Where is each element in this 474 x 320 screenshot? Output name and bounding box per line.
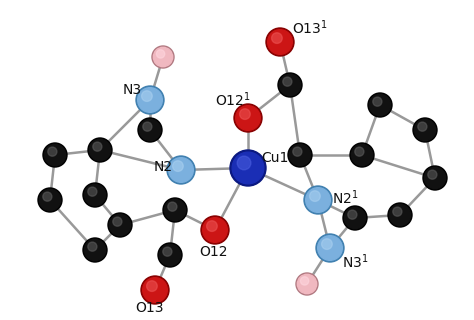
Circle shape [351,144,373,165]
Circle shape [266,28,294,56]
Text: Cu1: Cu1 [261,151,289,165]
Circle shape [272,33,282,44]
Circle shape [109,214,130,236]
Circle shape [283,77,292,86]
Circle shape [88,242,97,251]
Circle shape [236,106,260,130]
Circle shape [141,276,169,304]
Circle shape [203,218,228,242]
Circle shape [345,207,365,228]
Circle shape [268,30,292,54]
Text: N3$^1$: N3$^1$ [342,253,368,271]
Text: O12$^1$: O12$^1$ [215,91,251,109]
Circle shape [108,213,132,237]
Text: N3: N3 [122,83,142,97]
Text: N2$^1$: N2$^1$ [332,189,358,207]
Circle shape [153,47,173,67]
Circle shape [423,166,447,190]
Circle shape [348,210,357,219]
Circle shape [113,217,122,226]
Circle shape [201,216,229,244]
Circle shape [288,143,312,167]
Circle shape [137,88,162,112]
Circle shape [173,161,183,172]
Circle shape [297,274,317,294]
Circle shape [164,199,185,220]
Circle shape [230,150,266,186]
Circle shape [83,238,107,262]
Circle shape [239,109,250,119]
Circle shape [168,202,177,211]
Circle shape [48,147,57,156]
Circle shape [136,86,164,114]
Text: O12: O12 [200,245,228,259]
Circle shape [38,188,62,212]
Circle shape [237,156,251,170]
Circle shape [369,94,391,116]
Circle shape [393,207,402,216]
Circle shape [280,75,301,96]
Circle shape [232,152,264,184]
Circle shape [158,243,182,267]
Circle shape [139,119,161,140]
Circle shape [306,188,330,212]
Circle shape [167,156,195,184]
Text: O13: O13 [136,301,164,315]
Circle shape [207,221,217,231]
Circle shape [355,147,364,156]
Circle shape [146,281,157,292]
Circle shape [413,118,437,142]
Circle shape [84,239,106,260]
Circle shape [142,91,152,101]
Circle shape [318,236,342,260]
Circle shape [93,142,102,151]
Circle shape [156,50,165,58]
Circle shape [234,104,262,132]
Circle shape [278,73,302,97]
Circle shape [138,118,162,142]
Circle shape [163,247,172,256]
Circle shape [350,143,374,167]
Circle shape [368,93,392,117]
Circle shape [84,184,106,205]
Circle shape [390,204,410,226]
Circle shape [316,234,344,262]
Circle shape [43,192,52,201]
Circle shape [388,203,412,227]
Circle shape [143,278,167,302]
Circle shape [428,170,437,179]
Circle shape [152,46,174,68]
Circle shape [39,189,61,211]
Circle shape [301,277,309,285]
Circle shape [310,191,320,201]
Circle shape [83,183,107,207]
Circle shape [414,119,436,140]
Circle shape [290,144,310,165]
Circle shape [45,144,65,165]
Circle shape [169,158,193,182]
Circle shape [418,122,427,131]
Circle shape [296,273,318,295]
Circle shape [143,122,152,131]
Text: O13$^1$: O13$^1$ [292,19,328,37]
Circle shape [321,239,332,249]
Text: N2: N2 [154,160,173,174]
Circle shape [88,138,112,162]
Circle shape [373,97,382,106]
Circle shape [88,187,97,196]
Circle shape [159,244,181,266]
Circle shape [90,140,110,161]
Circle shape [43,143,67,167]
Circle shape [343,206,367,230]
Circle shape [304,186,332,214]
Circle shape [163,198,187,222]
Circle shape [424,167,446,188]
Circle shape [293,147,302,156]
